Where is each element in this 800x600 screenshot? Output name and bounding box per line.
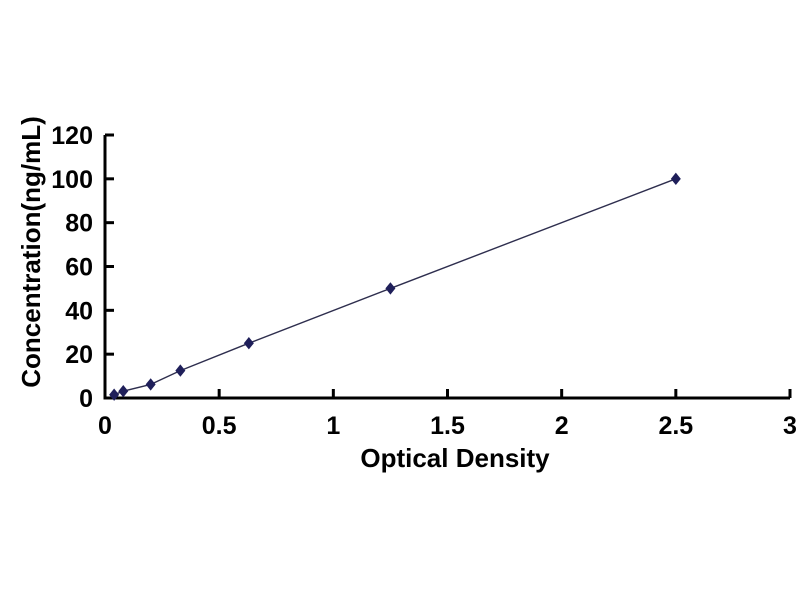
x-axis-title: Optical Density bbox=[360, 443, 550, 473]
data-point-marker bbox=[109, 388, 120, 401]
data-point-marker bbox=[118, 385, 129, 398]
y-tick-label: 60 bbox=[65, 254, 93, 282]
data-point-marker bbox=[145, 378, 156, 391]
y-tick-label: 100 bbox=[51, 166, 93, 194]
data-point-marker bbox=[670, 172, 681, 186]
y-axis-title: Concentration(ng/mL) bbox=[16, 116, 46, 388]
x-tick-label: 2.5 bbox=[658, 412, 693, 440]
axis-ticks bbox=[103, 133, 792, 400]
x-tick-label: 0.5 bbox=[202, 412, 237, 440]
x-tick-label: 1 bbox=[326, 412, 340, 440]
y-tick-label: 20 bbox=[65, 341, 93, 369]
trend-line bbox=[113, 178, 677, 396]
y-tick-label: 0 bbox=[79, 385, 93, 413]
y-tick-label: 40 bbox=[65, 297, 93, 325]
x-tick-label: 2 bbox=[555, 412, 569, 440]
data-point-marker bbox=[243, 337, 254, 350]
axis-tick-labels: 0 20 40 60 80 100 120 0 0.5 1 1.5 2 2.5 3 bbox=[51, 122, 797, 440]
data-point-marker bbox=[175, 364, 186, 377]
x-tick-label: 0 bbox=[98, 412, 112, 440]
y-tick-label: 120 bbox=[51, 122, 93, 150]
data-point-marker bbox=[385, 282, 396, 295]
y-tick-label: 80 bbox=[65, 210, 93, 238]
x-tick-label: 1.5 bbox=[430, 412, 465, 440]
data-series bbox=[109, 172, 681, 401]
x-tick-label: 3 bbox=[783, 412, 797, 440]
